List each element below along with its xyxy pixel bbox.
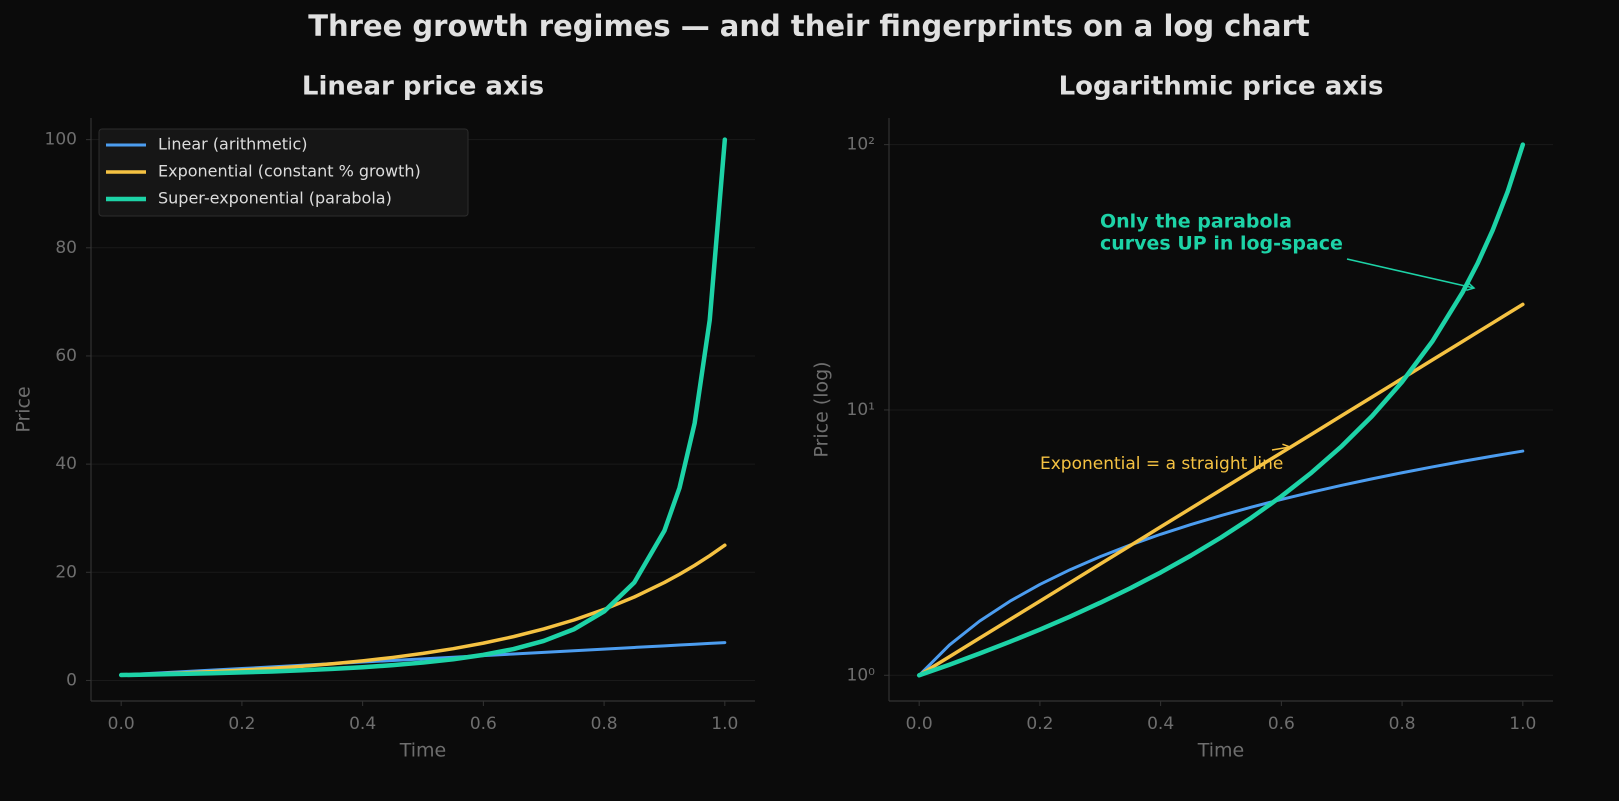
y-tick-label: 20 [55, 562, 77, 582]
x-tick-label: 0.6 [1268, 714, 1295, 734]
x-axis-label: Time [1197, 740, 1245, 762]
y-tick-label: 100 [45, 130, 77, 150]
legend-label: Super-exponential (parabola) [158, 189, 392, 208]
subplot-title: Logarithmic price axis [1059, 72, 1384, 102]
x-tick-label: 0.8 [1389, 714, 1416, 734]
y-tick-label: 10⁰ [847, 665, 876, 685]
figure-title: Three growth regimes — and their fingerp… [308, 9, 1310, 43]
y-tick-label: 10² [847, 135, 875, 155]
x-tick-label: 1.0 [711, 714, 738, 734]
x-tick-label: 0.0 [108, 714, 135, 734]
x-tick-label: 0.0 [906, 714, 933, 734]
y-axis-label: Price (log) [811, 361, 833, 457]
y-tick-label: 80 [55, 238, 77, 258]
legend-label: Exponential (constant % growth) [158, 162, 421, 181]
y-tick-label: 10¹ [847, 400, 875, 420]
x-tick-label: 0.4 [1147, 714, 1174, 734]
x-axis-label: Time [399, 740, 447, 762]
annotation-arrow [1346, 258, 1476, 292]
legend-label: Linear (arithmetic) [158, 135, 307, 154]
x-tick-label: 0.4 [349, 714, 376, 734]
series-line [118, 137, 728, 678]
x-tick-label: 0.2 [228, 714, 255, 734]
subplot-title: Linear price axis [302, 72, 544, 102]
x-tick-label: 1.0 [1509, 714, 1536, 734]
x-tick-label: 0.8 [591, 714, 618, 734]
annotation-text: Exponential = a straight line [1040, 454, 1283, 474]
annotation-arrow [1271, 443, 1292, 453]
series-line [917, 449, 1525, 677]
y-tick-label: 0 [66, 670, 77, 690]
annotation-text: curves UP in log-space [1100, 233, 1343, 255]
x-tick-label: 0.2 [1026, 714, 1053, 734]
series-line [917, 302, 1525, 678]
legend-box [98, 128, 469, 217]
y-tick-label: 40 [55, 454, 77, 474]
annotation-text: Only the parabola [1100, 211, 1292, 233]
x-tick-label: 0.6 [470, 714, 497, 734]
y-axis-label: Price [13, 386, 35, 432]
y-tick-label: 60 [55, 346, 77, 366]
